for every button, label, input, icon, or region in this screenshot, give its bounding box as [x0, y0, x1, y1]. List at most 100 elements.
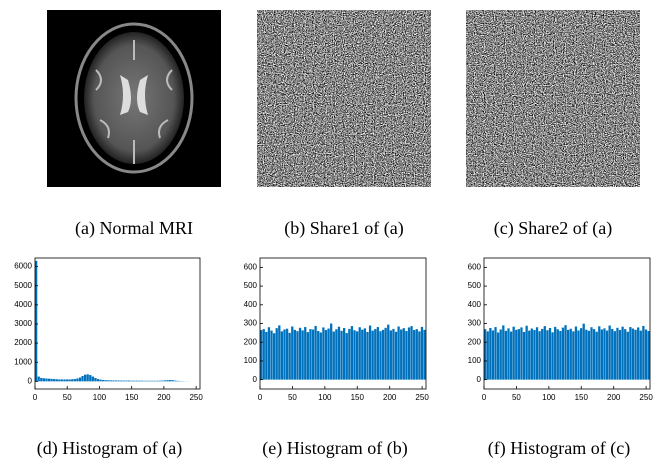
bar: [86, 374, 89, 382]
bar: [68, 379, 71, 382]
bar: [551, 332, 554, 380]
bar: [413, 330, 416, 380]
bar: [324, 330, 328, 380]
bar: [47, 378, 51, 382]
y-tick-label: 3000: [14, 319, 32, 328]
bar: [50, 378, 53, 382]
bar: [379, 331, 382, 380]
bar: [387, 324, 390, 380]
bar: [314, 325, 317, 380]
bar: [564, 325, 567, 380]
bar: [554, 326, 557, 380]
bar: [304, 327, 307, 380]
bar: [384, 327, 387, 380]
bar: [621, 326, 624, 380]
bar: [311, 329, 315, 380]
bar: [535, 327, 539, 380]
bar: [577, 330, 580, 380]
bar: [120, 380, 123, 382]
bar: [556, 329, 559, 380]
bar: [350, 326, 354, 380]
bar: [143, 380, 146, 382]
x-tick-label: 100: [93, 393, 107, 402]
x-tick-label: 200: [157, 393, 171, 402]
bar: [280, 331, 284, 380]
bar: [335, 329, 338, 380]
bar: [355, 331, 359, 380]
bar: [515, 329, 518, 380]
bar: [309, 329, 312, 380]
y-tick-label: 4000: [14, 300, 32, 309]
bar: [343, 327, 346, 380]
bar: [637, 327, 640, 380]
bar: [285, 328, 289, 380]
bar: [611, 328, 614, 380]
bar: [486, 331, 489, 380]
bar: [298, 327, 302, 380]
bar: [644, 329, 648, 380]
bar: [127, 380, 131, 382]
y-tick-label: 2000: [14, 338, 32, 347]
bar: [135, 380, 138, 382]
x-tick-label: 0: [482, 393, 487, 402]
bar: [484, 329, 487, 380]
bar: [574, 326, 578, 380]
bar: [613, 331, 616, 380]
y-tick-label: 100: [244, 356, 258, 365]
bar: [99, 379, 102, 382]
bar: [363, 328, 367, 380]
bar: [283, 329, 286, 380]
bar: [81, 375, 84, 382]
bar: [122, 380, 125, 382]
bar: [96, 379, 100, 382]
bar: [559, 330, 562, 380]
bar: [169, 380, 172, 382]
x-tick-label: 200: [383, 393, 397, 402]
bar: [496, 332, 500, 380]
x-tick-label: 50: [63, 393, 72, 402]
bar: [265, 331, 268, 380]
share1-image: [257, 10, 431, 187]
bar: [546, 330, 549, 380]
bar: [89, 375, 92, 382]
bar: [278, 325, 281, 380]
bar: [83, 374, 87, 382]
x-tick-label: 150: [575, 393, 589, 402]
bar: [392, 328, 395, 380]
bar: [397, 326, 400, 380]
bar: [374, 329, 377, 380]
bar: [65, 379, 69, 382]
bar: [598, 326, 601, 380]
bar: [541, 328, 544, 380]
bar: [148, 380, 151, 382]
bar: [530, 328, 533, 380]
bar: [174, 380, 177, 382]
bar: [109, 380, 113, 382]
y-tick-label: 400: [244, 300, 258, 309]
bar: [361, 329, 364, 380]
bar: [293, 329, 297, 380]
bar: [272, 333, 276, 380]
bar: [582, 323, 585, 380]
bar: [262, 329, 265, 380]
x-tick-label: 200: [607, 393, 621, 402]
mri-image: [47, 10, 221, 187]
bar: [306, 332, 309, 380]
bar: [647, 330, 650, 380]
bar: [345, 333, 348, 380]
bar: [73, 379, 76, 382]
bar: [528, 330, 531, 380]
bar: [102, 380, 105, 382]
bar: [405, 330, 408, 380]
x-tick-label: 100: [542, 393, 556, 402]
bar: [322, 327, 325, 380]
bar: [376, 327, 380, 380]
y-tick-label: 0: [253, 375, 258, 384]
bar: [348, 328, 351, 380]
bar: [71, 379, 74, 382]
bar: [394, 331, 398, 380]
caption: (c) Share2 of (a): [494, 218, 612, 239]
bar: [517, 329, 521, 380]
bar: [337, 326, 341, 380]
bar: [291, 326, 294, 380]
